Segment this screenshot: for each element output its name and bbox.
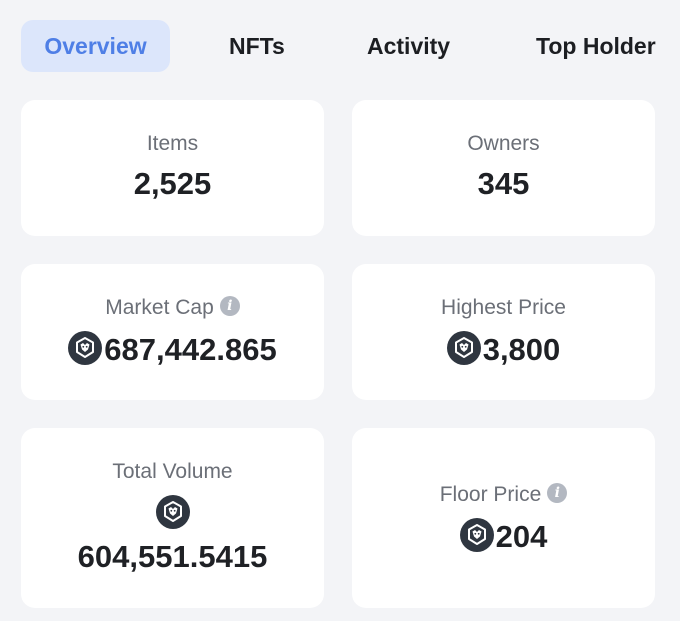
highest-price-value-row: 3,800: [352, 330, 655, 368]
floor-price-value: 204: [495, 518, 548, 554]
cronos-coin-icon: [459, 517, 494, 552]
cronos-coin-icon: [446, 330, 481, 365]
tab-nfts[interactable]: NFTs: [229, 33, 285, 59]
info-icon[interactable]: i: [219, 296, 240, 317]
floor-price-value-row: 204: [352, 517, 655, 555]
tab-activity[interactable]: Activity: [367, 33, 451, 59]
floor-price-label: Floor Price: [439, 483, 542, 506]
info-icon[interactable]: i: [547, 483, 568, 504]
owners-card: Owners 345: [352, 100, 655, 236]
market-cap-value: 687,442.865: [104, 331, 277, 367]
owners-label: Owners: [467, 132, 540, 155]
floor-price-card: Floor Price i 204: [352, 428, 655, 608]
total-volume-coin-row: [21, 495, 324, 529]
tab-overview[interactable]: Overview: [21, 20, 170, 72]
owners-value: 345: [477, 166, 530, 201]
market-cap-value-row: 687,442.865: [21, 330, 324, 368]
cronos-coin-icon: [68, 330, 103, 365]
market-cap-card: Market Cap i 687,442.865: [21, 264, 324, 400]
floor-price-label-row: Floor Price i: [352, 482, 655, 508]
total-volume-card: Total Volume 604,551.5415: [21, 428, 324, 608]
total-volume-value: 604,551.5415: [77, 539, 268, 574]
cronos-coin-icon: [155, 495, 190, 529]
highest-price-card: Highest Price 3,800: [352, 264, 655, 400]
items-label: Items: [146, 132, 199, 155]
market-cap-label: Market Cap: [105, 296, 214, 319]
highest-price-label: Highest Price: [441, 296, 566, 319]
items-card: Items 2,525: [21, 100, 324, 236]
highest-price-value: 3,800: [482, 331, 561, 367]
items-value: 2,525: [133, 166, 212, 201]
market-cap-label-row: Market Cap i: [21, 295, 324, 321]
tab-top-holders[interactable]: Top Holder: [536, 33, 656, 59]
tab-bar: Overview NFTs Activity Top Holder: [0, 20, 680, 72]
total-volume-label: Total Volume: [112, 460, 233, 483]
